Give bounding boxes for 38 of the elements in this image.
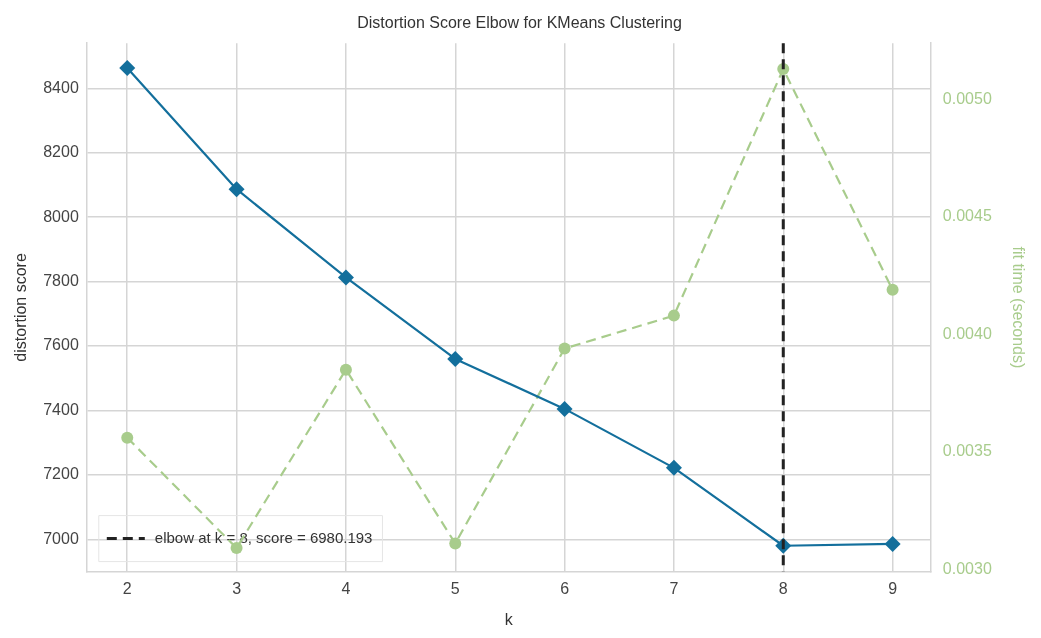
point	[337, 269, 354, 286]
point	[886, 283, 899, 296]
point	[884, 535, 901, 552]
x-tick-label: 5	[450, 579, 460, 597]
x-tick-label: 9	[888, 579, 898, 597]
y-tick-label: 7000	[43, 529, 79, 547]
point	[339, 363, 352, 376]
y-tick-label: 8400	[43, 78, 79, 96]
y-tick-label: 7200	[43, 465, 79, 483]
y-tick-label: 8000	[43, 207, 79, 225]
x-axis-title: k	[504, 610, 514, 628]
y2-tick-label: 0.0040	[942, 324, 992, 342]
point	[667, 309, 680, 322]
x-tick-label: 6	[560, 579, 570, 597]
point	[447, 350, 464, 367]
point	[556, 400, 573, 417]
x-tick-label: 8	[778, 579, 788, 597]
y2-axis-title: fit time (seconds)	[1009, 246, 1027, 369]
y-tick-label: 7800	[43, 272, 79, 290]
y2-tick-label: 0.0030	[942, 559, 992, 577]
y-tick-label: 7600	[43, 336, 79, 354]
point	[558, 342, 571, 355]
point	[665, 459, 682, 476]
y2-tick-label: 0.0035	[942, 442, 992, 460]
y2-tick-label: 0.0045	[942, 207, 992, 225]
x-tick-label: 3	[232, 579, 242, 597]
x-tick-label: 2	[122, 579, 132, 597]
point	[121, 431, 134, 444]
x-tick-label: 7	[669, 579, 679, 597]
y-tick-label: 8200	[43, 143, 79, 161]
chart-title: Distortion Score Elbow for KMeans Clustering	[357, 14, 682, 32]
y-axis-title: distortion score	[12, 253, 30, 362]
y2-tick-label: 0.0050	[942, 89, 992, 107]
point	[449, 537, 462, 550]
point	[119, 60, 136, 77]
x-tick-label: 4	[341, 579, 351, 597]
y-tick-label: 7400	[43, 400, 79, 418]
point	[228, 181, 245, 198]
